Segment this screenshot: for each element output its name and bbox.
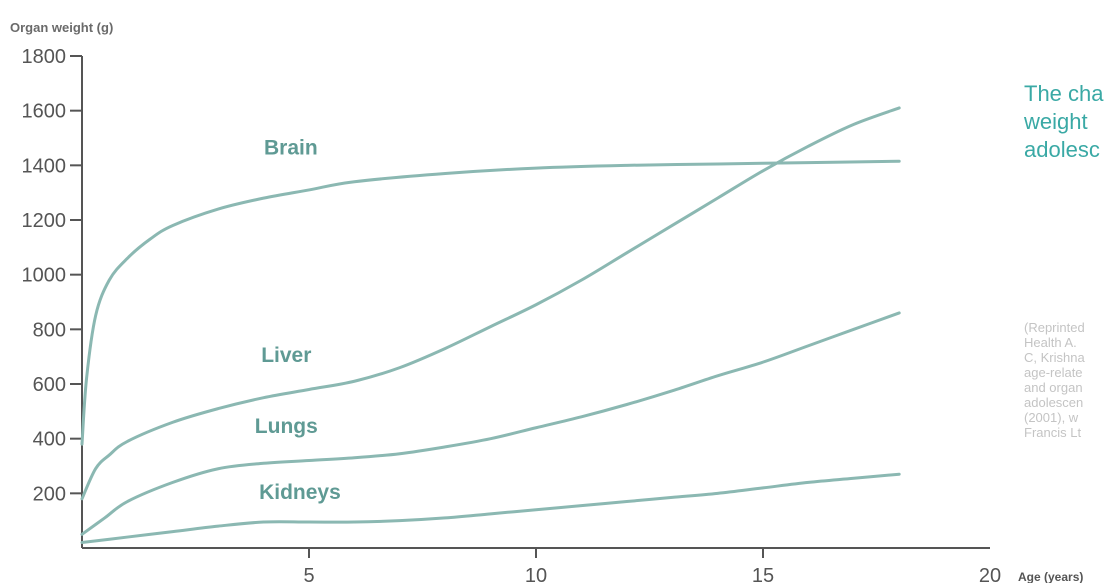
- source-line: (2001), w: [1024, 410, 1079, 425]
- x-tick-label: 15: [752, 565, 774, 583]
- source-line: (Reprinted: [1024, 320, 1085, 335]
- source-note: (Reprinted Health A. C, Krishna age-rela…: [1024, 320, 1110, 440]
- liver-line: [80, 106, 901, 501]
- caption-line: weight: [1024, 109, 1088, 134]
- y-tick-label: 600: [33, 374, 66, 396]
- source-line: adolescen: [1024, 395, 1084, 410]
- brain-line: [80, 159, 901, 446]
- x-tick-label: 5: [303, 565, 314, 583]
- y-tick-label: 400: [33, 429, 66, 451]
- figure-caption: The cha weight adolesc: [1024, 80, 1110, 164]
- kidneys-label: Kidneys: [259, 481, 341, 504]
- x-axis-label: Age (years): [1018, 570, 1083, 583]
- y-tick-label: 200: [33, 483, 66, 505]
- caption-line: adolesc: [1024, 137, 1100, 162]
- y-tick-label: 1400: [22, 155, 67, 177]
- y-tick-label: 800: [33, 319, 66, 341]
- series-labels: Brain Liver Lungs Kidneys: [255, 136, 341, 503]
- series-lines: [80, 106, 901, 545]
- y-tick-label: 1800: [22, 46, 67, 68]
- source-line: Francis Lt: [1024, 425, 1082, 440]
- source-line: C, Krishna: [1024, 350, 1085, 365]
- source-line: Health A.: [1024, 335, 1077, 350]
- y-axis-label: Organ weight (g): [10, 20, 113, 35]
- liver-label: Liver: [261, 344, 311, 367]
- y-tick-label: 1600: [22, 101, 67, 123]
- y-tick-label: 1000: [22, 265, 67, 287]
- y-tick-label: 1200: [22, 210, 67, 232]
- brain-label: Brain: [264, 136, 318, 159]
- source-line: and organ: [1024, 380, 1083, 395]
- kidneys-line: [80, 472, 901, 545]
- x-tick-label: 10: [525, 565, 547, 583]
- lungs-line: [80, 311, 901, 536]
- caption-line: The cha: [1024, 81, 1104, 106]
- lungs-label: Lungs: [255, 415, 318, 438]
- x-tick-label: 20: [979, 565, 1001, 583]
- axes: 200 400 600 800 1000 1200 1400 1600 1800 5 10 15 20: [22, 46, 1002, 583]
- source-line: age-relate: [1024, 365, 1083, 380]
